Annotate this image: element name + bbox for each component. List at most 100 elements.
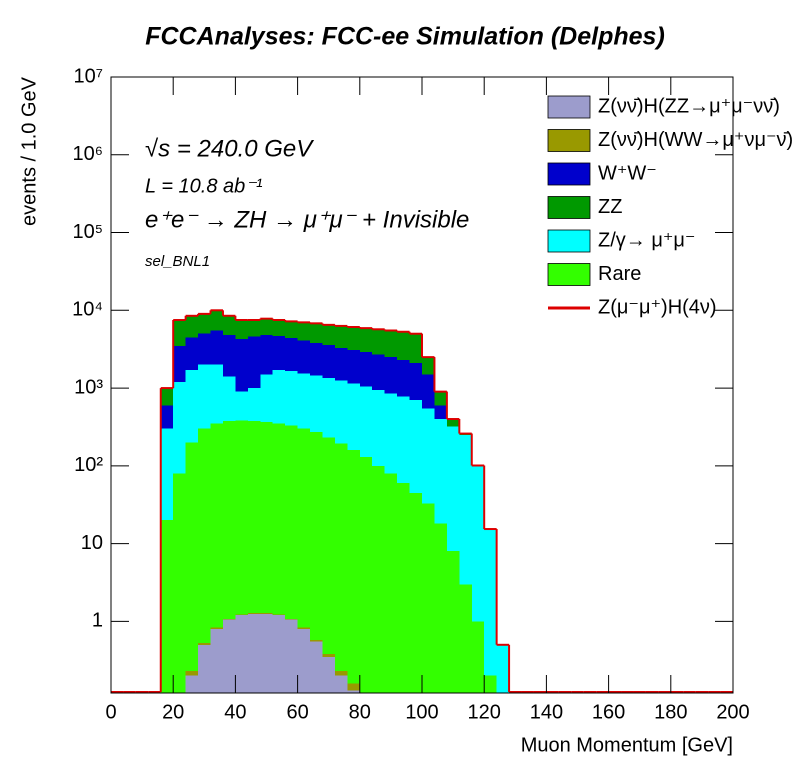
y-tick-label: 10⁴: [72, 299, 103, 321]
histogram-bar: [397, 483, 411, 693]
histogram-bar: [384, 473, 398, 693]
histogram-bar: [210, 310, 224, 331]
histogram-bar: [347, 383, 361, 450]
histogram-bar: [260, 422, 274, 614]
y-axis-label: events / 1.0 GeV: [18, 76, 40, 226]
histogram-bar: [310, 432, 323, 640]
histogram-bar: [297, 373, 311, 429]
histogram-bar: [260, 318, 274, 336]
histogram-bar: [334, 443, 348, 672]
histogram-bar: [297, 340, 311, 374]
histogram-bar: [235, 320, 249, 339]
histogram-bar: [384, 393, 398, 474]
histogram-bar: [372, 389, 386, 466]
y-tick-label: 10⁶: [73, 143, 103, 165]
histogram-bar: [222, 376, 236, 422]
y-tick-label: 10²: [74, 454, 103, 476]
histogram-bar: [272, 423, 286, 615]
histogram-bar: [260, 374, 274, 423]
histogram-bar: [222, 335, 236, 377]
x-tick-label: 180: [654, 701, 687, 723]
histogram-bar: [285, 619, 299, 693]
histogram-bar: [322, 344, 336, 378]
x-axis-label: Muon Momentum [GeV]: [521, 734, 733, 756]
legend-swatch: [547, 263, 591, 286]
histogram-bar: [322, 437, 336, 655]
histogram-bar: [260, 613, 274, 614]
histogram-bar: [222, 619, 236, 693]
histogram-bar: [446, 419, 460, 427]
histogram-bar: [310, 323, 323, 343]
histogram-bar: [235, 391, 249, 421]
x-tick-label: 200: [716, 701, 749, 723]
legend-label: Z(νν̄)H(WW→μ⁺νμ⁻ν̄): [598, 129, 793, 151]
histogram-bar: [434, 419, 448, 524]
histogram-bar: [285, 371, 299, 426]
histogram-bar: [334, 347, 348, 381]
histogram-bar: [434, 405, 448, 420]
histogram-bar: [272, 370, 286, 424]
x-tick-label: 140: [530, 701, 563, 723]
histogram-bar: [322, 377, 336, 438]
histogram-bar: [247, 421, 261, 614]
histogram-bar: [160, 428, 174, 521]
histogram-bar: [198, 642, 212, 645]
histogram-bar: [359, 386, 373, 457]
legend-swatch: [547, 162, 591, 186]
x-tick-label: 160: [592, 701, 625, 723]
histogram-bar: [334, 325, 348, 348]
histogram-bar: [297, 627, 311, 629]
histogram-bar: [160, 388, 174, 406]
histogram-bar: [297, 322, 311, 341]
histogram-bar: [222, 421, 236, 619]
histogram-bar: [310, 641, 323, 693]
histogram-bar: [210, 330, 224, 365]
y-tick-label: 10³: [74, 376, 103, 398]
legend-label: Z(μ⁻μ⁺)H(4ν): [598, 296, 717, 318]
histogram-bar: [347, 349, 361, 384]
x-tick-label: 0: [105, 701, 116, 723]
legend-label: ZZ: [598, 196, 622, 218]
y-tick-label: 10⁵: [72, 221, 103, 243]
legend-label: Z(νν̄)H(ZZ→μ⁺μ⁻νν̄): [598, 95, 780, 117]
histogram-bar: [434, 523, 448, 693]
histogram-bar: [222, 618, 236, 620]
histogram-bar: [235, 420, 249, 615]
histogram-bar: [334, 675, 348, 693]
histogram-bar: [322, 656, 336, 693]
histogram-bar: [173, 345, 187, 382]
histogram-bar: [185, 442, 199, 672]
histogram-bar: [173, 473, 187, 693]
histogram-bar: [322, 654, 336, 657]
histogram-bar: [359, 456, 373, 693]
histogram-bar: [285, 618, 299, 620]
histogram-bar: [422, 357, 435, 375]
annotation: √s = 240.0 GeV: [145, 135, 314, 162]
histogram-bar: [173, 320, 187, 346]
x-tick-label: 100: [405, 701, 438, 723]
histogram-bar: [459, 434, 473, 585]
histogram-bar: [260, 335, 274, 375]
histogram-bar: [409, 400, 423, 493]
histogram-bar: [372, 329, 386, 355]
histogram-bar: [285, 425, 299, 619]
histogram-bar: [185, 675, 199, 693]
histogram-bar: [359, 328, 373, 353]
histogram-bar: [297, 428, 311, 628]
histogram-bar: [198, 313, 212, 334]
y-tick-label: 10⁷: [74, 65, 103, 87]
histogram-bar: [210, 628, 224, 693]
histogram-bar: [272, 615, 286, 693]
histogram-bar: [310, 342, 323, 376]
histogram-bar: [285, 321, 299, 339]
histogram-bar: [434, 391, 448, 406]
annotation: e⁺e⁻ → ZH → μ⁺μ⁻ + Invisible: [145, 206, 469, 233]
x-tick-label: 40: [224, 701, 246, 723]
y-tick-label: 1: [92, 610, 103, 632]
legend-label: Rare: [598, 263, 641, 285]
histogram-bar: [397, 359, 411, 397]
legend-swatch: [547, 129, 591, 152]
x-tick-label: 80: [349, 701, 371, 723]
histogram-bar: [310, 639, 323, 642]
